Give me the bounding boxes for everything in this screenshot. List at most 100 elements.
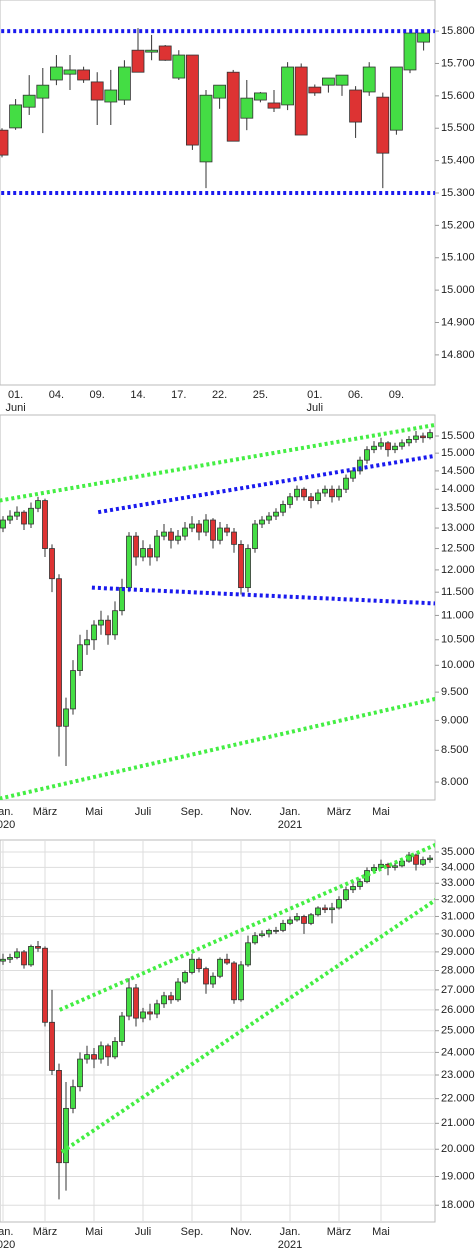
candle-body-up [259, 519, 265, 525]
candle-body-up [378, 442, 384, 447]
y-tick-label: 30.000 [441, 928, 475, 940]
plot-content [0, 28, 435, 195]
candle-body-down [203, 968, 209, 985]
candle-body-down [21, 511, 27, 525]
candle-body-up [294, 916, 300, 921]
candle-body-down [90, 81, 104, 101]
x-tick-sublabel: 2021 [278, 819, 302, 831]
candle-body-up [389, 66, 403, 131]
x-tick-label: Jan. [280, 1226, 301, 1238]
candle-body-up [399, 442, 405, 447]
candle-body-up [175, 535, 181, 541]
x-tick-sublabel: 2020 [0, 1239, 15, 1250]
candle-body-up [252, 935, 258, 944]
candle-body-up [7, 515, 13, 521]
y-tick-label: 10.000 [441, 659, 475, 671]
x-tick-label: 22. [212, 389, 227, 401]
candle-body-up [315, 907, 321, 916]
y-tick-label: 35.000 [441, 846, 475, 858]
candle-body-up [362, 66, 376, 93]
candle-body-up [392, 445, 398, 451]
y-tick-label: 15.800 [441, 25, 475, 37]
candle-body-up [280, 504, 286, 513]
candle-body-down [238, 543, 244, 589]
candle-body-down [56, 1070, 62, 1164]
candle-body-up [145, 49, 159, 53]
x-tick-label: 17. [171, 389, 186, 401]
chart-panel: 18.000 19.000 20.000 21.000 22.000 23.000 24.0… [0, 839, 475, 1250]
candle-body-down [267, 102, 281, 109]
candle-body-down [224, 958, 230, 964]
candle-body-up [427, 857, 433, 861]
candle-body-down [301, 488, 307, 498]
candle-body-up [245, 942, 251, 966]
candle-body-up [217, 958, 223, 977]
candle-body-up [182, 527, 188, 537]
candle-body-up [315, 492, 321, 501]
candle-body-down [49, 548, 55, 580]
candle-body-up [336, 488, 342, 498]
candle-body-up [403, 32, 417, 71]
y-tick-label: 10.500 [441, 634, 475, 646]
candle-body-up [399, 860, 405, 867]
candle-body-up [406, 438, 412, 444]
plot-area [0, 414, 436, 801]
candle-body-up [266, 929, 272, 935]
candle-body-up [357, 881, 363, 887]
y-tick-label: 15.200 [441, 219, 475, 231]
y-tick-label: 15.600 [441, 90, 475, 102]
x-tick-label: 01. [8, 389, 23, 401]
candle-body-up [7, 957, 13, 960]
candle-body-down [185, 54, 199, 146]
trend-line [91, 585, 435, 606]
candle-body-up [350, 886, 356, 891]
x-tick-label: Mai [372, 1226, 390, 1238]
candle-body-up [112, 1041, 118, 1058]
candle-body-up [118, 66, 131, 101]
y-tick-label: 18.000 [441, 1199, 475, 1211]
y-tick-label: 15.100 [441, 252, 475, 264]
candle-body-up [259, 933, 265, 937]
candle-body-up [175, 981, 181, 1001]
candle-body-up [63, 1107, 69, 1164]
trend-line [60, 897, 435, 1154]
x-tick-label: 25. [253, 389, 268, 401]
candle-body-up [427, 432, 433, 439]
candle-body-up [273, 929, 279, 932]
candle-body-up [417, 32, 431, 43]
plot-content [0, 422, 435, 800]
candle-body-up [9, 104, 23, 129]
y-tick-label: 15.000 [441, 447, 475, 459]
candle-body-down [133, 987, 139, 1019]
candle-body-down [21, 951, 27, 966]
candle-body-up [119, 1015, 125, 1042]
x-tick-label: Juli [135, 806, 152, 818]
y-tick-label: 23.000 [441, 1069, 475, 1081]
candle-body-up [322, 488, 328, 494]
y-tick-label: 14.500 [441, 465, 475, 477]
y-tick-label: 34.000 [441, 861, 475, 873]
y-tick-label: 15.500 [441, 430, 475, 442]
x-tick-label: 01. [307, 389, 322, 401]
candle-body-up [217, 527, 223, 541]
x-tick-label: Jan. [280, 806, 301, 818]
x-tick-label: Jan. [0, 806, 13, 818]
x-tick-label: Mai [372, 806, 390, 818]
x-tick-label: Nov. [230, 806, 252, 818]
candle-body-up [343, 889, 349, 901]
candle-body-down [294, 66, 308, 136]
candle-body-down [226, 71, 240, 142]
chart-panel: 8.000 8.500 9.000 9.500 10.000 10.500 11.000 11… [0, 414, 475, 831]
y-tick-label: 19.000 [441, 1170, 475, 1182]
y-tick-label: 15.500 [441, 122, 475, 134]
x-tick-label: 09. [90, 389, 105, 401]
candle-body-up [84, 1054, 90, 1060]
y-tick-label: 11.000 [441, 609, 474, 621]
candle-body-down [196, 958, 202, 970]
x-tick-label: Nov. [230, 1226, 252, 1238]
candle-body-up [336, 899, 342, 909]
candle-body-down [196, 523, 202, 533]
y-tick-label: 28.000 [441, 964, 475, 976]
candle-body-up [252, 523, 258, 549]
